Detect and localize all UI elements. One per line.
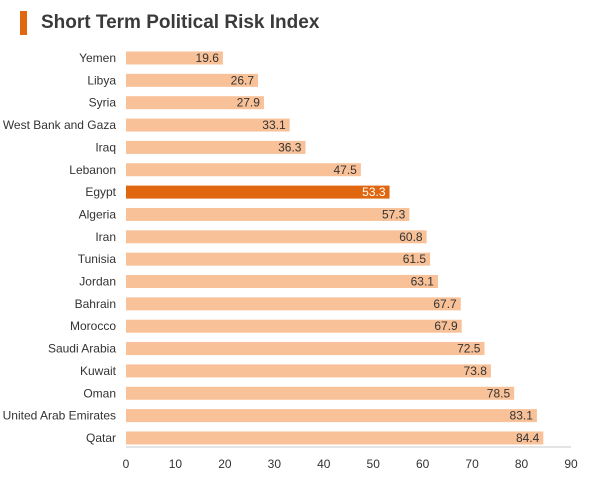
- x-tick-label: 40: [317, 457, 331, 471]
- bar: [126, 297, 461, 311]
- category-label: Oman: [83, 386, 116, 400]
- category-label: Kuwait: [80, 364, 117, 378]
- x-tick-label: 10: [169, 457, 183, 471]
- data-label: 26.7: [231, 73, 255, 87]
- data-label: 47.5: [334, 163, 358, 177]
- bar: [126, 364, 491, 378]
- bar: [126, 252, 431, 266]
- data-label: 63.1: [411, 275, 435, 289]
- bar: [126, 230, 427, 244]
- category-label: Yemen: [79, 51, 116, 65]
- chart-header: Short Term Political Risk Index: [20, 11, 319, 35]
- bar: [126, 431, 544, 445]
- bar: [126, 207, 410, 221]
- x-tick-label: 30: [268, 457, 282, 471]
- x-tick-label: 50: [367, 457, 381, 471]
- x-tick-label: 20: [218, 457, 232, 471]
- category-label: Libya: [87, 73, 116, 87]
- bar: [126, 51, 223, 65]
- data-label: 83.1: [510, 409, 534, 423]
- data-label: 84.4: [516, 431, 540, 445]
- category-label: United Arab Emirates: [3, 409, 116, 423]
- title-accent-bar: [20, 11, 27, 35]
- bar: [126, 163, 361, 177]
- data-label: 53.3: [362, 185, 386, 199]
- category-label: Lebanon: [69, 163, 116, 177]
- category-label: Iraq: [95, 140, 116, 154]
- bar: [126, 118, 290, 132]
- category-label: Jordan: [79, 275, 116, 289]
- data-label: 67.9: [434, 319, 458, 333]
- data-label: 67.7: [433, 297, 457, 311]
- data-label: 61.5: [403, 252, 427, 266]
- data-label: 72.5: [457, 342, 481, 356]
- category-label: West Bank and Gaza: [3, 118, 117, 132]
- bar: [126, 342, 485, 356]
- bar-highlight: [126, 185, 390, 199]
- chart-title: Short Term Political Risk Index: [41, 12, 320, 33]
- category-label: Syria: [89, 96, 117, 110]
- data-label: 19.6: [196, 51, 220, 65]
- data-label: 36.3: [278, 140, 302, 154]
- data-label: 33.1: [262, 118, 286, 132]
- category-label: Morocco: [70, 319, 116, 333]
- bar: [126, 409, 537, 423]
- x-tick-label: 80: [515, 457, 529, 471]
- category-label: Iran: [95, 230, 116, 244]
- data-label: 78.5: [487, 386, 511, 400]
- data-label: 60.8: [399, 230, 423, 244]
- x-tick-label: 0: [123, 457, 130, 471]
- x-tick-label: 70: [465, 457, 479, 471]
- data-label: 73.8: [464, 364, 488, 378]
- x-tick-label: 90: [564, 457, 578, 471]
- category-label: Algeria: [79, 207, 117, 221]
- data-label: 57.3: [382, 207, 406, 221]
- category-label: Qatar: [86, 431, 116, 445]
- bar: [126, 96, 264, 110]
- bar: [126, 140, 306, 154]
- bar: [126, 386, 515, 400]
- category-label: Saudi Arabia: [48, 342, 116, 356]
- bar: [126, 319, 462, 333]
- category-label: Egypt: [85, 185, 116, 199]
- bar: [126, 275, 438, 288]
- category-label: Bahrain: [75, 297, 116, 311]
- bar: [126, 73, 259, 87]
- x-tick-label: 60: [416, 457, 430, 471]
- category-label: Tunisia: [78, 252, 117, 266]
- data-label: 27.9: [237, 96, 261, 110]
